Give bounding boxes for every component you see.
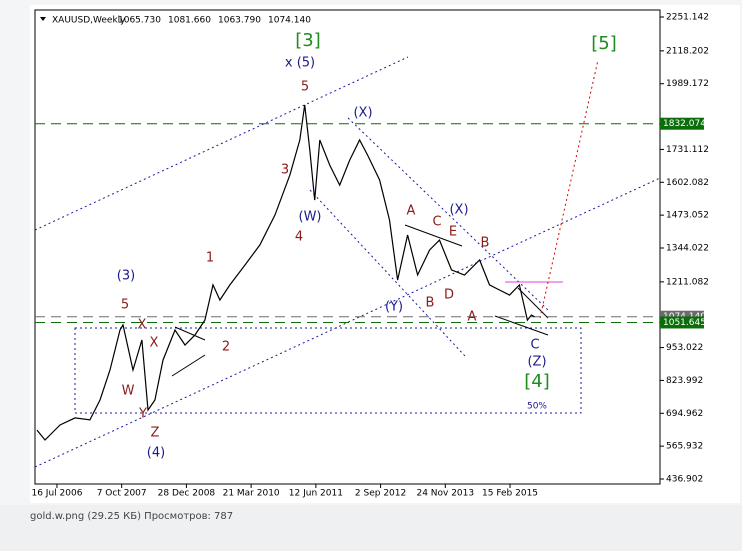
trend-line	[517, 287, 549, 319]
x-tick-label: 16 Jul 2006	[31, 489, 82, 499]
y-tick-label: 436.902	[666, 475, 703, 485]
trend-line	[494, 315, 549, 336]
x-tick-label: 28 Dec 2008	[158, 489, 216, 499]
wave-label: B	[426, 296, 435, 311]
wave-label: 5	[301, 80, 309, 95]
plot: [3]x (5)5(X)3(W)4AC(X)EBDB(Y)A12(3)5XXWY…	[36, 30, 617, 461]
x-tick-label: 21 Mar 2010	[223, 489, 280, 499]
y-tick-label: 823.992	[666, 376, 703, 386]
plot-border	[34, 9, 661, 485]
x-tick-label: 7 Oct 2007	[97, 489, 147, 499]
y-tick-label: 1344.022	[666, 244, 709, 254]
ohlc-value: 1074.140	[268, 16, 311, 26]
ohlc: 1065.730 1081.660 1063.790 1074.140	[118, 16, 311, 26]
level-tag	[660, 316, 704, 329]
chart: XAUUSD,Weekly 1065.730 1081.660 1063.790 10…	[30, 5, 740, 503]
wave-label: X	[150, 336, 159, 351]
y-tick-label: 1602.082	[666, 178, 709, 188]
wave-label: 50%	[527, 402, 547, 412]
y-tick-label: 565.932	[666, 442, 703, 452]
level-label: 1051.645	[663, 318, 706, 328]
drawings	[34, 56, 661, 468]
y-tick-label: 953.022	[666, 343, 703, 353]
y-tick-label: 2251.142	[666, 12, 709, 22]
wave-label: X	[138, 318, 147, 333]
chart-bg	[30, 5, 740, 503]
menu-icon	[40, 17, 46, 21]
x-tick-label: 15 Feb 2015	[482, 489, 538, 499]
wave-label: A	[407, 204, 416, 219]
projection-line	[539, 59, 599, 319]
wave-label: B	[481, 236, 490, 251]
x-tick-label: 24 Nov 2013	[416, 489, 474, 499]
wave-label: (Z)	[527, 355, 546, 370]
wave-label: W	[122, 384, 135, 399]
wave-label: x (5)	[285, 56, 315, 71]
price-line	[36, 104, 535, 441]
wave-label: D	[444, 288, 454, 303]
wave-label: 4	[295, 230, 303, 245]
ohlc-value: 1081.660	[168, 16, 211, 26]
chart-title: XAUUSD,Weekly	[52, 16, 126, 26]
wave-label: (4)	[147, 446, 165, 461]
channel-line	[347, 117, 549, 311]
wave-label: Z	[151, 426, 160, 441]
y-tick-label: 1211.082	[666, 277, 709, 287]
y-tick-label: 1731.112	[666, 145, 709, 155]
wave-label: [4]	[524, 371, 550, 392]
wave-label: 5	[121, 298, 129, 313]
wave-label: 1	[206, 251, 214, 266]
wave-label: (3)	[117, 269, 135, 284]
y-tick-label: 1989.172	[666, 79, 709, 89]
y-tick-label: 1473.052	[666, 211, 709, 221]
ohlc-value: 1063.790	[218, 16, 261, 26]
x-tick-label: 2 Sep 2012	[355, 489, 406, 499]
wave-label: A	[468, 310, 477, 325]
level-label: 1832.074	[663, 119, 706, 129]
wave-label: (X)	[353, 106, 372, 121]
trend-line	[171, 354, 206, 377]
wave-label: [5]	[591, 33, 617, 54]
wave-label: 3	[281, 163, 289, 178]
channel-line	[34, 56, 409, 231]
wave-label: C	[530, 338, 539, 353]
wave-label: (W)	[299, 210, 322, 225]
wave-label: 2	[222, 340, 230, 355]
x-tick-label: 12 Jun 2011	[289, 489, 343, 499]
y-tick-label: 2118.202	[666, 46, 709, 56]
levels: 1832.0741074.1401051.645	[35, 117, 706, 329]
wave-label: Y	[138, 407, 147, 422]
level-tag	[660, 117, 704, 130]
footer: gold.w.png (29.25 КБ) Просмотров: 787	[30, 511, 234, 522]
trend-line	[174, 326, 206, 341]
wave-label: (X)	[449, 203, 468, 218]
ohlc-value: 1065.730	[118, 16, 161, 26]
wave-label: (Y)	[385, 300, 403, 315]
wave-label: C	[432, 215, 441, 230]
trend-line	[404, 224, 463, 247]
wave-label: [3]	[295, 30, 321, 51]
y-tick-label: 694.962	[666, 409, 703, 419]
wave-label: E	[449, 225, 457, 240]
